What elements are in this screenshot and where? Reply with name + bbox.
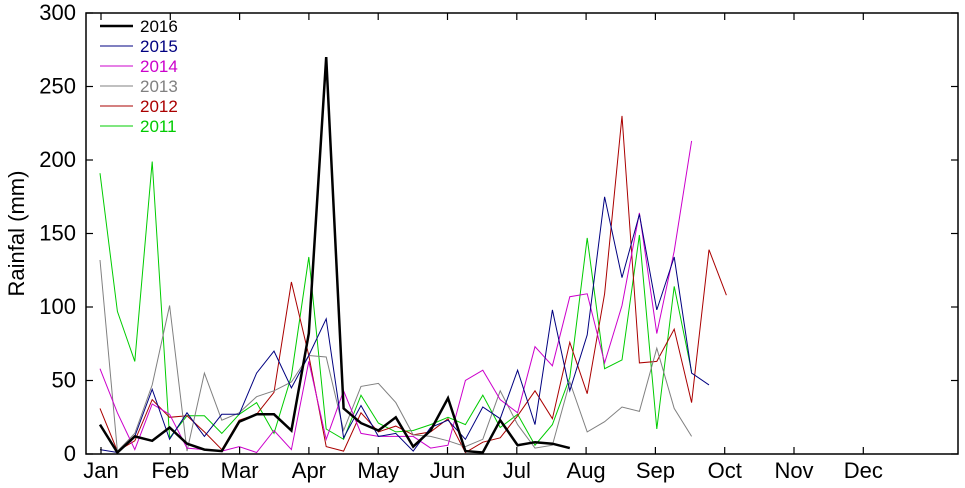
y-tick-label: 250 <box>39 74 76 99</box>
y-tick-label: 50 <box>52 368 76 393</box>
y-tick-label: 100 <box>39 294 76 319</box>
x-tick-label-nov: Nov <box>774 458 813 483</box>
y-tick-label: 150 <box>39 221 76 246</box>
y-tick-label: 300 <box>39 0 76 25</box>
x-tick-label-mar: Mar <box>221 458 259 483</box>
legend-label-2011: 2011 <box>140 117 177 136</box>
y-tick-label: 0 <box>64 441 76 466</box>
x-tick-label-dec: Dec <box>844 458 883 483</box>
x-tick-label-apr: Apr <box>292 458 326 483</box>
x-tick-label-aug: Aug <box>567 458 606 483</box>
x-tick-label-sep: Sep <box>636 458 675 483</box>
x-tick-label-jul: Jul <box>503 458 531 483</box>
x-tick-label-jan: Jan <box>83 458 118 483</box>
legend-label-2014: 2014 <box>140 57 178 76</box>
y-axis-title: Rainfal (mm) <box>4 171 29 297</box>
series-line-2015 <box>99 196 710 454</box>
series-line-2011 <box>99 161 693 447</box>
x-tick-label-oct: Oct <box>708 458 742 483</box>
series-line-2016 <box>98 57 571 455</box>
series-line-2013 <box>99 259 693 453</box>
legend-label-2012: 2012 <box>140 97 178 116</box>
legend-label-2016: 2016 <box>140 17 178 36</box>
legend-label-2013: 2013 <box>140 77 178 96</box>
x-tick-label-feb: Feb <box>151 458 189 483</box>
x-tick-label-jun: Jun <box>430 458 465 483</box>
y-tick-label: 200 <box>39 147 76 172</box>
plot-frame <box>85 12 959 455</box>
legend-label-2015: 2015 <box>140 37 178 56</box>
series-line-2014 <box>99 140 693 454</box>
x-tick-label-may: May <box>357 458 399 483</box>
